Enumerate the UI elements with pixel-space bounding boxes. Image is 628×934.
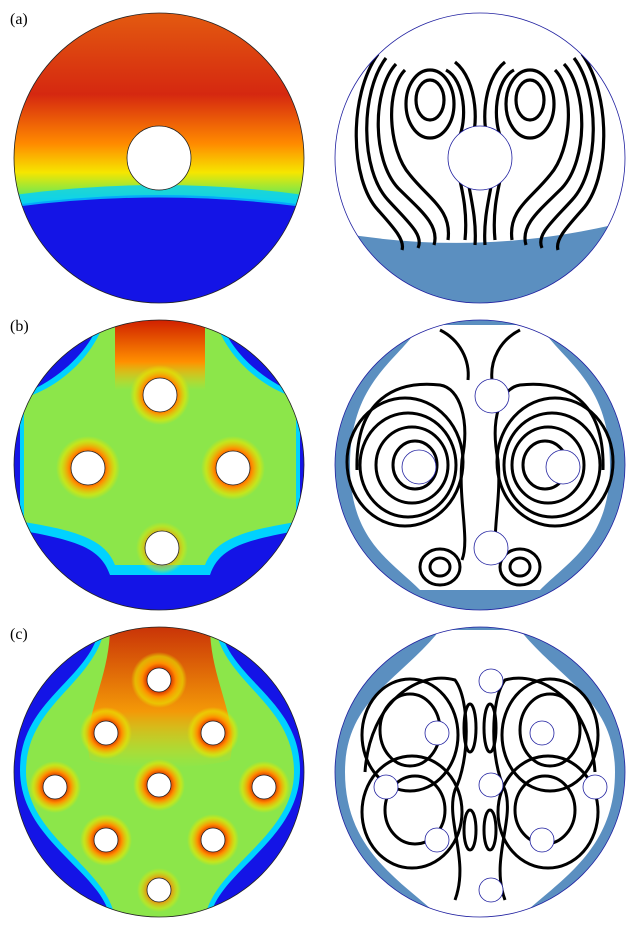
tube-hole xyxy=(126,125,192,191)
tube-hole xyxy=(251,774,277,800)
tube-hole xyxy=(474,378,510,414)
tube-hole xyxy=(529,827,555,853)
temperature-field-b xyxy=(13,319,305,611)
tube-hole xyxy=(146,667,172,693)
tube-hole xyxy=(373,774,399,800)
panel-label-a: (a) xyxy=(10,11,28,28)
tube-hole xyxy=(473,530,509,566)
tube-hole xyxy=(545,449,581,485)
streamline-field-a xyxy=(334,12,626,304)
tube-hole xyxy=(478,772,504,798)
tube-hole xyxy=(42,774,68,800)
tube-hole xyxy=(142,377,178,413)
tube-hole xyxy=(424,827,450,853)
streamline-field-c xyxy=(334,626,626,918)
panel-label-b: (b) xyxy=(10,318,29,335)
temperature-field-a xyxy=(13,12,305,304)
tube-hole xyxy=(215,450,251,486)
panel-label-c: (c) xyxy=(10,626,28,643)
tube-hole xyxy=(146,772,172,798)
tube-hole xyxy=(478,877,504,903)
streamline-field-b xyxy=(334,319,626,611)
tube-hole xyxy=(144,530,180,566)
temperature-field-c xyxy=(13,626,305,918)
tube-hole xyxy=(529,720,555,746)
tube-hole xyxy=(447,125,513,191)
tube-hole xyxy=(93,720,119,746)
tube-hole xyxy=(478,668,504,694)
tube-hole xyxy=(424,720,450,746)
tube-hole xyxy=(70,450,106,486)
tube-hole xyxy=(401,449,437,485)
tube-hole xyxy=(200,827,226,853)
tube-hole xyxy=(146,877,172,903)
tube-hole xyxy=(582,774,608,800)
tube-hole xyxy=(93,827,119,853)
tube-hole xyxy=(200,720,226,746)
